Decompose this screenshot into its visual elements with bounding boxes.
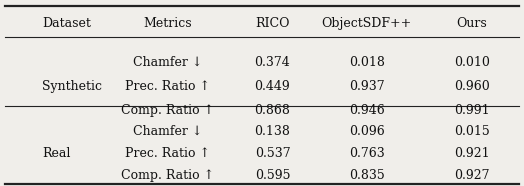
Text: 0.449: 0.449 xyxy=(255,80,290,93)
Text: 0.927: 0.927 xyxy=(454,169,489,182)
Text: 0.096: 0.096 xyxy=(349,125,385,138)
Text: 0.835: 0.835 xyxy=(349,169,385,182)
Text: Real: Real xyxy=(42,147,70,160)
Text: 0.374: 0.374 xyxy=(255,56,290,69)
Text: Chamfer ↓: Chamfer ↓ xyxy=(133,125,202,138)
Text: RICO: RICO xyxy=(255,17,290,30)
Text: 0.763: 0.763 xyxy=(349,147,385,160)
Text: 0.015: 0.015 xyxy=(454,125,489,138)
Text: 0.937: 0.937 xyxy=(349,80,385,93)
Text: Ours: Ours xyxy=(456,17,487,30)
Text: Dataset: Dataset xyxy=(42,17,91,30)
Text: Prec. Ratio ↑: Prec. Ratio ↑ xyxy=(125,147,210,160)
Text: 0.868: 0.868 xyxy=(255,104,290,117)
Text: 0.537: 0.537 xyxy=(255,147,290,160)
Text: Comp. Ratio ↑: Comp. Ratio ↑ xyxy=(121,104,214,117)
Text: Metrics: Metrics xyxy=(144,17,192,30)
Text: 0.991: 0.991 xyxy=(454,104,489,117)
Text: Synthetic: Synthetic xyxy=(42,80,102,93)
Text: 0.946: 0.946 xyxy=(349,104,385,117)
Text: 0.921: 0.921 xyxy=(454,147,489,160)
Text: 0.960: 0.960 xyxy=(454,80,489,93)
Text: ObjectSDF++: ObjectSDF++ xyxy=(322,17,412,30)
Text: 0.018: 0.018 xyxy=(349,56,385,69)
Text: 0.010: 0.010 xyxy=(454,56,489,69)
Text: Prec. Ratio ↑: Prec. Ratio ↑ xyxy=(125,80,210,93)
Text: 0.595: 0.595 xyxy=(255,169,290,182)
Text: Chamfer ↓: Chamfer ↓ xyxy=(133,56,202,69)
Text: Comp. Ratio ↑: Comp. Ratio ↑ xyxy=(121,169,214,182)
Text: 0.138: 0.138 xyxy=(255,125,290,138)
